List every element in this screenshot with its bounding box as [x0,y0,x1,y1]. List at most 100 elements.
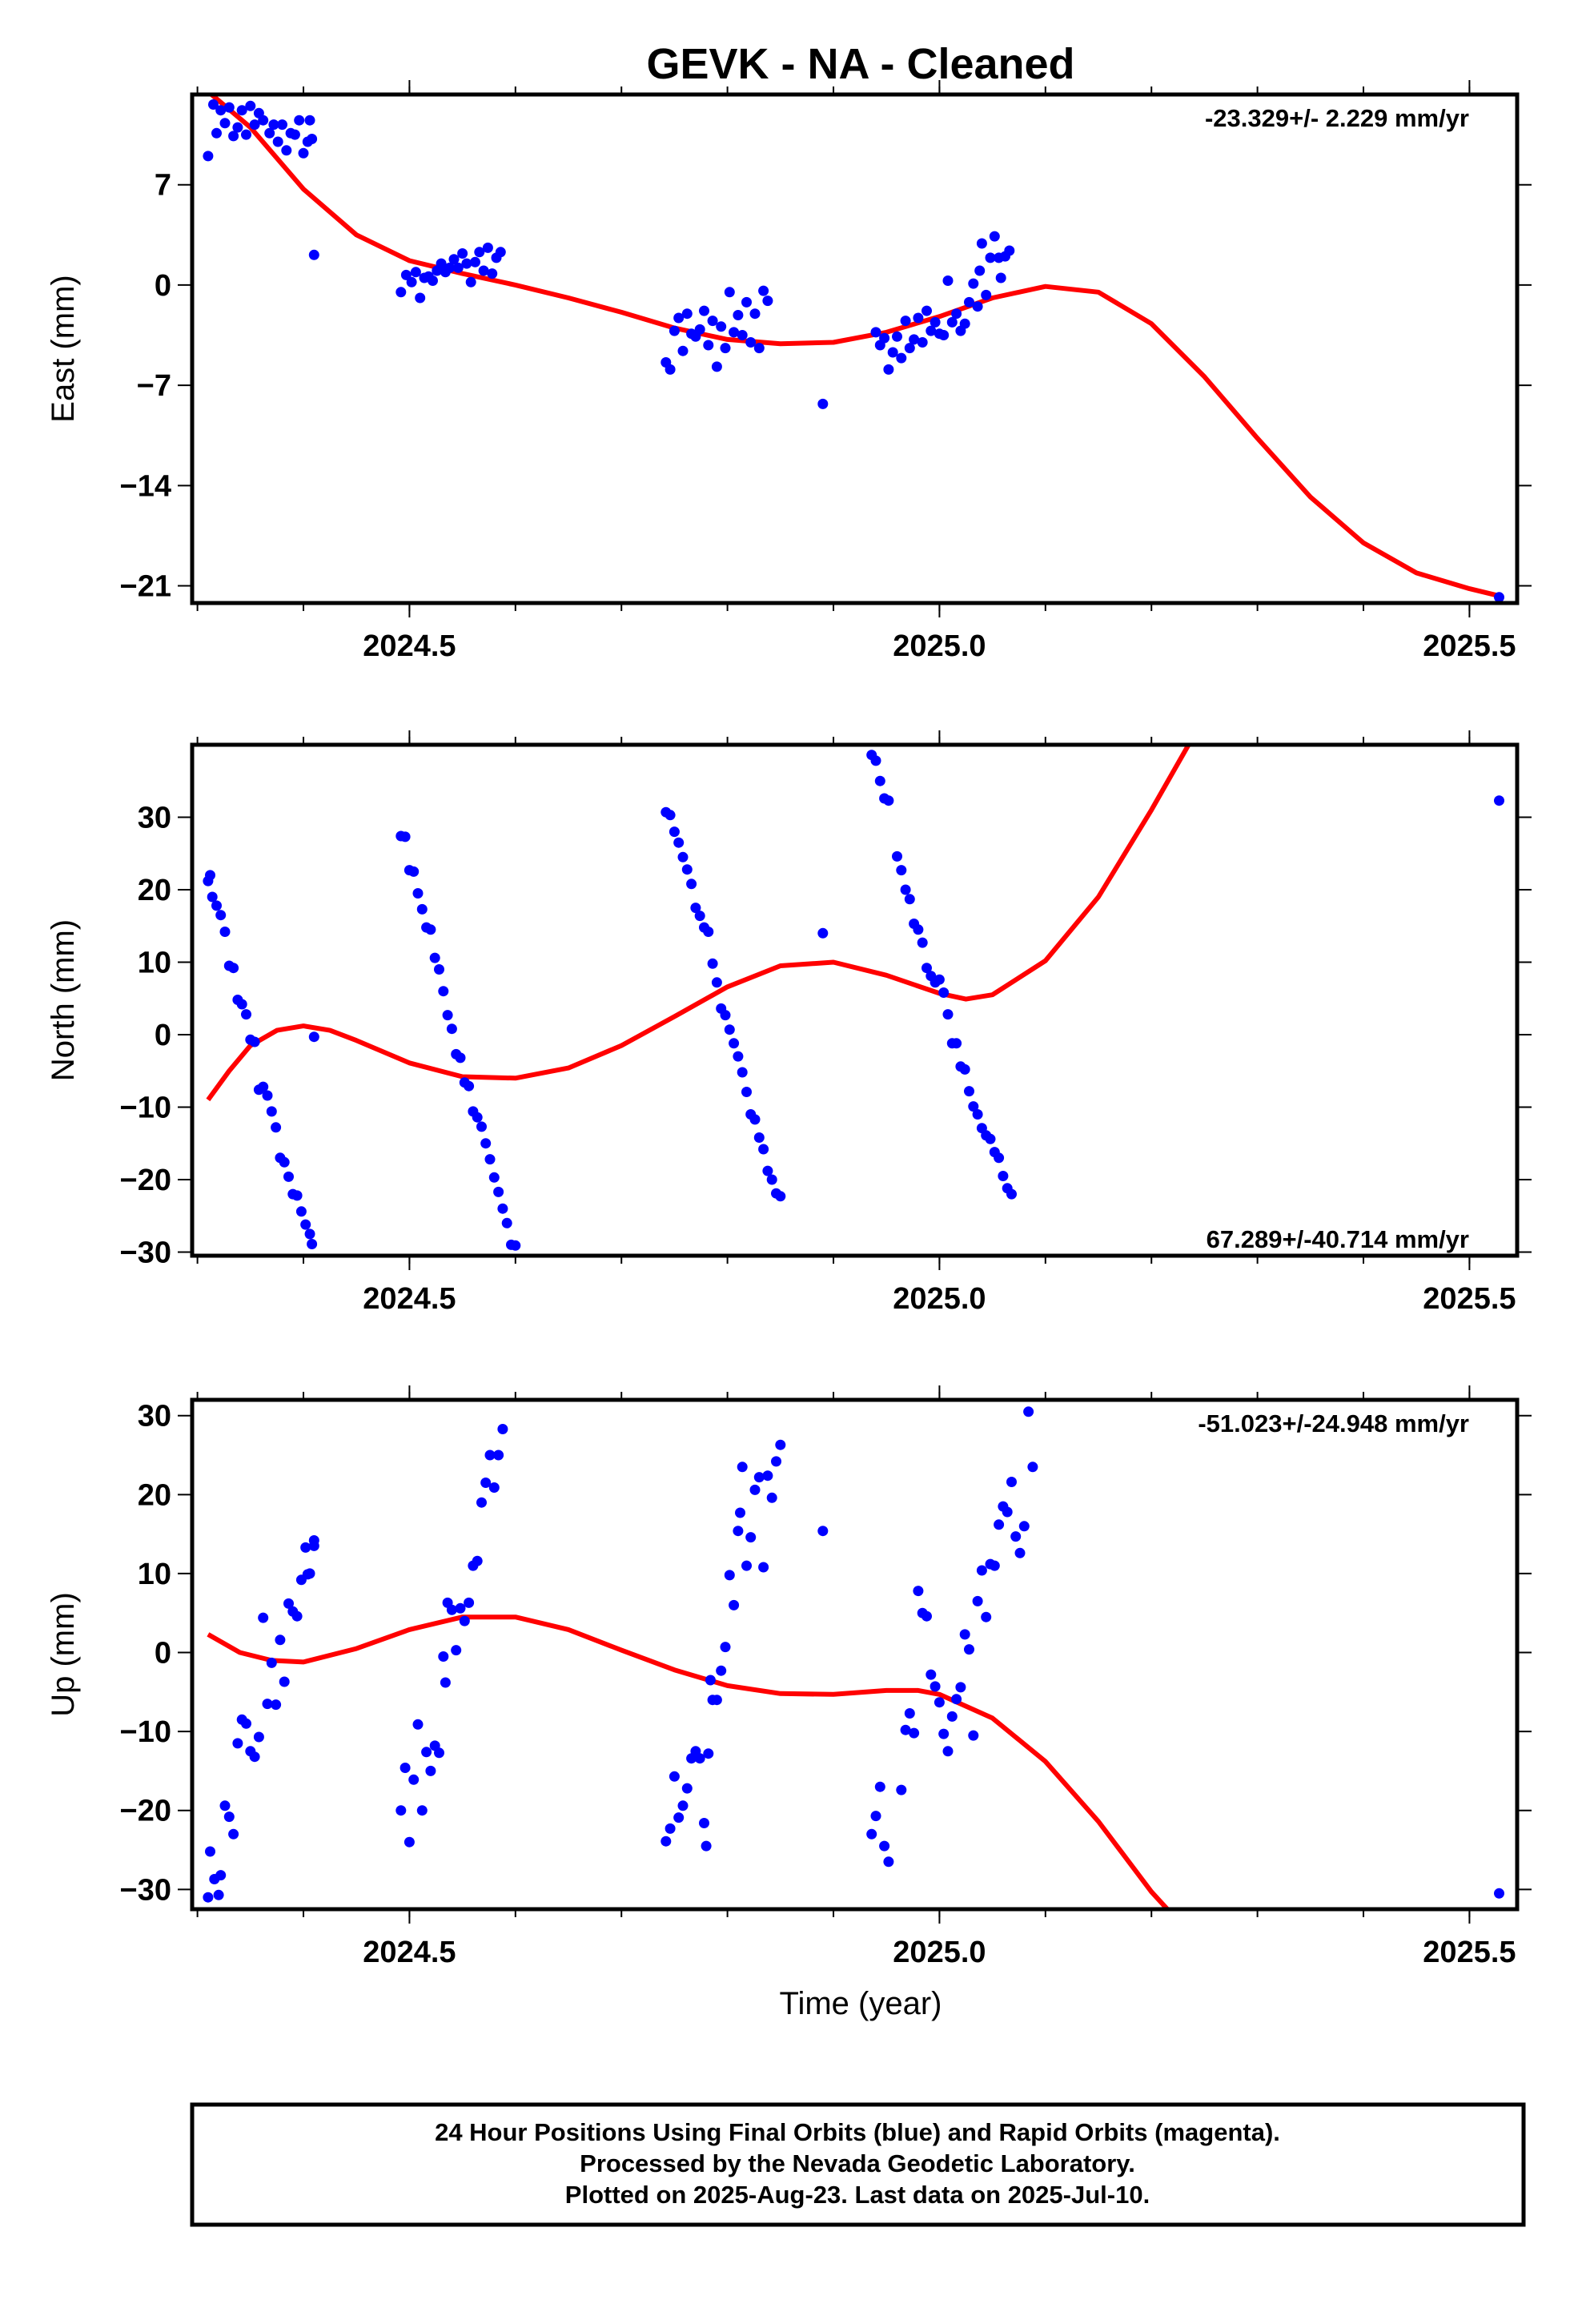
data-point [904,1708,915,1719]
data-point [228,1828,239,1839]
data-point [874,775,885,786]
data-point [985,1133,996,1144]
y-tick-label: 10 [138,946,171,979]
data-point [762,1470,773,1482]
data-point [968,1101,979,1112]
y-tick-label: 0 [155,269,171,303]
data-point [266,1657,277,1668]
data-point [729,327,740,338]
data-point [268,119,279,131]
data-point [720,343,731,354]
data-point [219,1800,231,1811]
data-point [665,364,676,375]
data-point [404,1836,415,1848]
data-point [661,1835,672,1847]
data-point [951,308,962,320]
data-point [298,147,309,159]
data-point [484,1154,496,1165]
y-tick-label: 20 [138,874,171,907]
data-point [995,272,1006,283]
data-point [304,1228,315,1240]
data-point [279,1676,290,1687]
data-point [1006,1188,1017,1200]
data-point [716,321,727,332]
data-point [892,331,902,342]
data-point [741,1560,752,1571]
data-point [455,1052,466,1063]
data-point [1494,1888,1504,1899]
y-axis-label-east: East (mm) [46,275,81,422]
data-point [228,963,239,974]
y-tick-label: −30 [120,1873,171,1907]
y-tick-label: −10 [120,1715,171,1749]
y-tick-label: 0 [155,1019,171,1052]
data-point [412,888,424,899]
y-tick-label: −20 [120,1164,171,1197]
data-point [699,1818,709,1828]
data-point [673,837,685,848]
data-point [416,1805,428,1816]
data-point [1027,1462,1038,1473]
data-point [737,1462,748,1473]
data-point [703,1748,714,1759]
data-point [711,361,722,372]
data-point [289,129,300,140]
data-point [677,851,689,862]
data-point [400,1763,411,1773]
x-tick-label: 2025.5 [1423,629,1516,663]
fit-curve [207,94,1500,599]
data-point [701,1840,712,1852]
data-point [412,1719,424,1730]
data-point [271,1699,282,1711]
data-point [291,1190,303,1201]
data-point [711,977,722,988]
data-point [484,1449,496,1461]
data-point [724,1570,735,1581]
data-point [705,1675,716,1686]
data-point [749,308,761,320]
plot-frame [190,742,1520,1258]
data-point [917,937,928,948]
data-point [396,287,407,298]
data-point [879,1840,890,1852]
x-tick-label: 2024.5 [363,1936,456,1969]
data-point [294,115,305,126]
data-point [474,247,485,258]
data-point [495,247,506,258]
data-point [446,1023,457,1035]
data-point [716,1665,727,1676]
data-point [438,986,449,997]
data-point [686,879,697,890]
data-point [272,136,283,147]
data-point [998,1171,1009,1181]
x-tick-label: 2024.5 [363,629,456,663]
data-point [729,1599,740,1610]
data-point [241,129,251,140]
data-point [707,316,718,327]
data-point [994,1519,1005,1530]
data-point [1002,1506,1013,1518]
data-point [421,1747,432,1758]
data-point [673,312,685,324]
data-point [976,238,987,249]
data-point [985,252,996,263]
data-point [741,296,752,308]
data-point [448,254,460,265]
x-tick-label: 2024.5 [363,1282,456,1316]
y-tick-label: 30 [138,801,171,834]
data-point [215,1870,227,1881]
data-point [307,1239,318,1249]
data-point [703,340,714,351]
data-point [900,884,911,895]
y-tick-label: 10 [138,1558,171,1591]
data-point [926,325,937,336]
data-point [465,276,476,287]
data-point [213,1889,224,1900]
x-tick-label: 2025.5 [1423,1936,1516,1969]
data-point [994,1152,1005,1164]
data-point [283,1171,294,1182]
data-point [964,296,974,308]
data-point [215,105,227,116]
data-point [446,1604,457,1615]
data-point [758,285,769,296]
